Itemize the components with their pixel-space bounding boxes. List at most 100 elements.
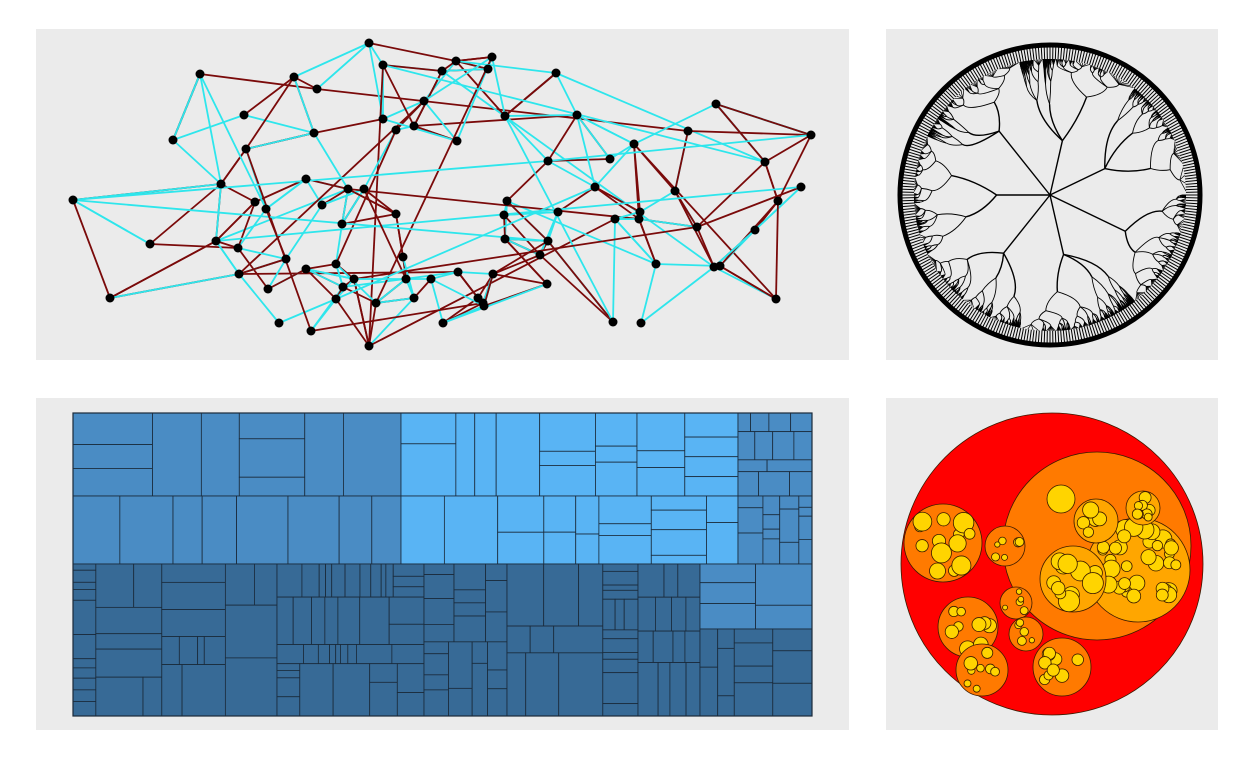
- pack-leaf-circle: [1014, 537, 1025, 547]
- network-edge: [375, 278, 407, 304]
- treemap-cell: [798, 515, 813, 540]
- treemap-cell: [685, 662, 701, 717]
- dendrogram-link: [1049, 140, 1064, 196]
- dendrogram-link: [1179, 175, 1185, 181]
- network-edge: [547, 134, 812, 162]
- dendrogram-link: [1115, 75, 1120, 85]
- network-edge: [423, 100, 458, 142]
- treemap-cell: [276, 644, 304, 665]
- network-edge: [492, 273, 548, 285]
- dendrogram-link: [980, 82, 985, 85]
- dendrogram-link: [926, 136, 928, 145]
- dendrogram-link: [950, 285, 953, 288]
- dendrogram-link: [1038, 59, 1043, 66]
- treemap-cell: [392, 586, 425, 598]
- dendrogram-link: [1100, 74, 1105, 78]
- dendrogram-link: [958, 93, 964, 99]
- treemap-cell: [650, 509, 707, 531]
- network-edge: [215, 186, 802, 242]
- treemap-cell: [602, 658, 639, 674]
- treemap-cell: [400, 495, 445, 565]
- dendrogram-link: [1164, 261, 1168, 265]
- treemap-cell: [340, 644, 349, 665]
- dendrogram-link: [969, 85, 973, 91]
- network-edge: [265, 208, 287, 260]
- network-edge: [109, 273, 240, 299]
- treemap-cell: [699, 563, 756, 584]
- dendrogram-link: [1167, 254, 1172, 258]
- dendrogram-link: [925, 235, 933, 238]
- treemap-cell: [385, 563, 394, 598]
- dendrogram-link: [1134, 236, 1159, 253]
- dendrogram-link: [1128, 297, 1132, 301]
- dendrogram-link: [1176, 204, 1183, 207]
- treemap-cell: [506, 652, 527, 717]
- network-node: [715, 261, 725, 271]
- treemap-cell: [318, 563, 326, 598]
- dendrogram-link: [1161, 205, 1177, 212]
- dendrogram-link: [989, 72, 993, 77]
- dendrogram-link: [948, 261, 952, 278]
- dendrogram-link: [921, 187, 933, 192]
- dendrogram-link: [1132, 93, 1136, 98]
- dendrogram-link: [1132, 99, 1135, 108]
- dendrogram-link: [989, 309, 993, 314]
- dendrogram-link: [1003, 68, 1011, 76]
- dendrogram-link: [971, 90, 978, 94]
- dendrogram-link: [1165, 255, 1171, 259]
- dendrogram-link: [1008, 321, 1011, 325]
- dendrogram-link: [931, 150, 937, 161]
- network-edge: [368, 302, 377, 347]
- network-node: [750, 225, 760, 235]
- dendrogram-link: [1002, 252, 1017, 297]
- treemap-cell: [602, 703, 639, 717]
- network-edge: [687, 130, 812, 136]
- dendrogram-link: [1155, 274, 1158, 279]
- network-edge: [237, 247, 287, 260]
- dendrogram-link: [1036, 100, 1063, 142]
- network-edge: [335, 223, 343, 265]
- pack-leaf-circle: [990, 666, 1000, 677]
- treemap-cell: [772, 628, 813, 652]
- radial-dendrogram-panel: [886, 29, 1218, 360]
- dendrogram-link: [1024, 76, 1028, 87]
- dendrogram-link: [1080, 306, 1089, 316]
- treemap-cell: [669, 662, 687, 717]
- treemap-cell: [684, 476, 739, 497]
- network-edge: [237, 247, 269, 290]
- treemap-cell: [650, 554, 707, 565]
- dendrogram-link: [1094, 67, 1099, 71]
- treemap-cell: [539, 450, 596, 466]
- dendrogram-link: [1030, 324, 1034, 331]
- dendrogram-link: [1154, 111, 1158, 114]
- dendrogram-link: [998, 130, 1051, 196]
- dendrogram-link: [995, 312, 1001, 317]
- dendrogram-link: [1014, 319, 1017, 322]
- treemap-cell: [487, 688, 508, 717]
- dendrogram-link: [926, 249, 933, 252]
- dendrogram-link: [1070, 72, 1087, 98]
- dendrogram-link: [1022, 324, 1032, 329]
- treemap-cell: [772, 650, 813, 684]
- treemap-cell: [636, 467, 686, 497]
- network-edge: [547, 114, 578, 162]
- treemap-cell: [655, 596, 672, 632]
- dendrogram-link: [920, 164, 924, 170]
- dendrogram-link: [1135, 273, 1142, 286]
- dendrogram-link: [935, 160, 952, 176]
- dendrogram-link: [1148, 109, 1154, 112]
- dendrogram-link: [1138, 95, 1144, 100]
- dendrogram-link: [988, 307, 992, 311]
- treemap-cell: [453, 563, 487, 591]
- dendrogram-link: [975, 296, 980, 305]
- network-edge: [72, 199, 151, 245]
- network-edge: [238, 273, 280, 324]
- network-edge: [220, 148, 247, 185]
- dendrogram-link: [966, 87, 970, 93]
- treemap-cell: [525, 652, 560, 717]
- dendrogram-link: [932, 131, 936, 134]
- dendrogram-link: [1176, 222, 1184, 226]
- dendrogram-link: [937, 213, 967, 218]
- treemap-cell: [72, 412, 153, 445]
- treemap-cell: [733, 628, 774, 644]
